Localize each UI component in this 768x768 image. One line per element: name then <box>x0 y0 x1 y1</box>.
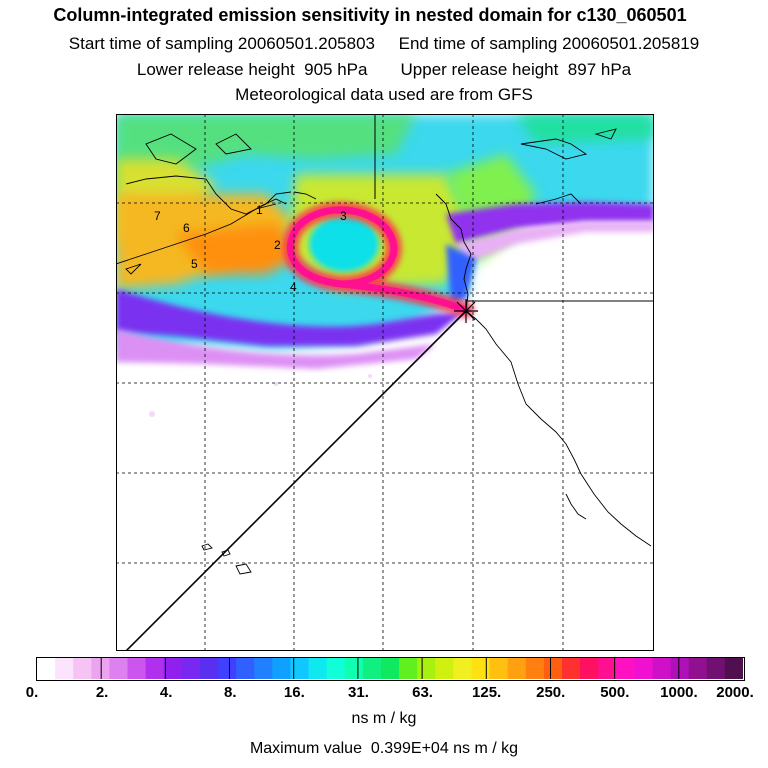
colorbar-tick-label: 0. <box>25 684 39 701</box>
colorbar-segment <box>706 658 726 679</box>
sampling-times: Start time of sampling 20060501.205803 E… <box>0 34 768 54</box>
trajectory-label: 5 <box>191 257 198 271</box>
boundaries <box>374 114 654 302</box>
max-value-label: Maximum value 0.399E+04 ns m / kg <box>249 740 519 757</box>
receptor-marker <box>454 299 478 323</box>
colorbar-segment <box>344 658 364 679</box>
colorbar-segment <box>109 658 129 679</box>
upper-height-label: Upper release height 897 hPa <box>400 60 632 79</box>
colorbar-segment <box>218 658 237 679</box>
trajectory-label: 1 <box>256 203 263 217</box>
colorbar-tick-label: 31. <box>348 684 369 701</box>
trajectory-label: 7 <box>154 209 161 223</box>
colorbar-segment <box>724 658 743 679</box>
colorbar-segment <box>616 658 635 679</box>
colorbar-tick-label: 4. <box>159 684 173 701</box>
trajectory-label: 2 <box>274 238 281 252</box>
colorbar-segment <box>471 658 491 679</box>
colorbar-segment <box>399 658 418 679</box>
colorbar <box>36 657 745 681</box>
end-time-label: End time of sampling 20060501.205819 <box>398 34 700 53</box>
colorbar-segment <box>163 658 183 679</box>
start-time-label: Start time of sampling 20060501.205803 <box>68 34 376 53</box>
colorbar-segment <box>489 658 509 679</box>
colorbar-segment <box>688 658 708 679</box>
colorbar-segment <box>670 658 690 679</box>
trajectory-labels: 1 2 3 4 5 6 7 <box>154 203 347 294</box>
colorbar-tick-label: 500. <box>600 684 630 701</box>
map-canvas: 1 2 3 4 5 6 7 <box>116 114 654 651</box>
colorbar-segment <box>634 658 654 679</box>
release-heights: Lower release height 905 hPa Upper relea… <box>0 60 768 80</box>
colorbar-segment <box>561 658 581 679</box>
colorbar-segment <box>290 658 310 679</box>
colorbar-segment <box>272 658 292 679</box>
colorbar-segment <box>453 658 473 679</box>
trajectory-label: 3 <box>340 209 347 223</box>
colorbar-tick-label: 2. <box>95 684 109 701</box>
colorbar-tick-label: 250. <box>536 684 566 701</box>
colorbar-segment <box>181 658 201 679</box>
colorbar-tick-label: 2000. <box>716 684 754 701</box>
colorbar-segment <box>380 658 400 679</box>
colorbar-segment <box>254 658 273 679</box>
colorbar-segment <box>236 658 255 679</box>
colorbar-segment <box>145 658 165 679</box>
colorbar-segment <box>326 658 346 679</box>
colorbar-segment <box>199 658 219 679</box>
colorbar-segment <box>507 658 527 679</box>
colorbar-tick-label: 1000. <box>660 684 698 701</box>
sensitivity-field <box>116 114 654 651</box>
colorbar-segment <box>435 658 454 679</box>
colorbar-segment <box>417 658 436 679</box>
colorbar-segment <box>580 658 599 679</box>
colorbar-segment <box>543 658 563 679</box>
colorbar-segment <box>652 658 672 679</box>
coastlines <box>116 128 652 575</box>
colorbar-segment <box>73 658 92 679</box>
colorbar-gradient <box>37 658 743 679</box>
lower-height-label: Lower release height 905 hPa <box>136 60 368 79</box>
colorbar-segment <box>525 658 545 679</box>
map-border <box>116 114 654 651</box>
met-data-label: Meteorological data used are from GFS <box>235 85 533 104</box>
trajectory-label: 6 <box>183 221 190 235</box>
colorbar-units: ns m / kg <box>351 710 417 727</box>
colorbar-tick-label: 8. <box>224 684 237 701</box>
colorbar-tick-label: 125. <box>472 684 502 701</box>
colorbar-segment <box>308 658 328 679</box>
colorbar-segment <box>598 658 617 679</box>
colorbar-tick-label: 63. <box>412 684 433 701</box>
colorbar-segment <box>37 658 56 679</box>
trajectory-line <box>125 310 467 651</box>
colorbar-segment <box>362 658 382 679</box>
plot-title: Column-integrated emission sensitivity i… <box>53 5 687 25</box>
colorbar-segment <box>127 658 147 679</box>
colorbar-tick-label: 16. <box>283 684 305 701</box>
trajectory-label: 4 <box>290 280 297 294</box>
colorbar-segment <box>55 658 74 679</box>
colorbar-segment <box>91 658 111 679</box>
sensitivity-map: 1 2 3 4 5 6 7 <box>116 114 654 651</box>
